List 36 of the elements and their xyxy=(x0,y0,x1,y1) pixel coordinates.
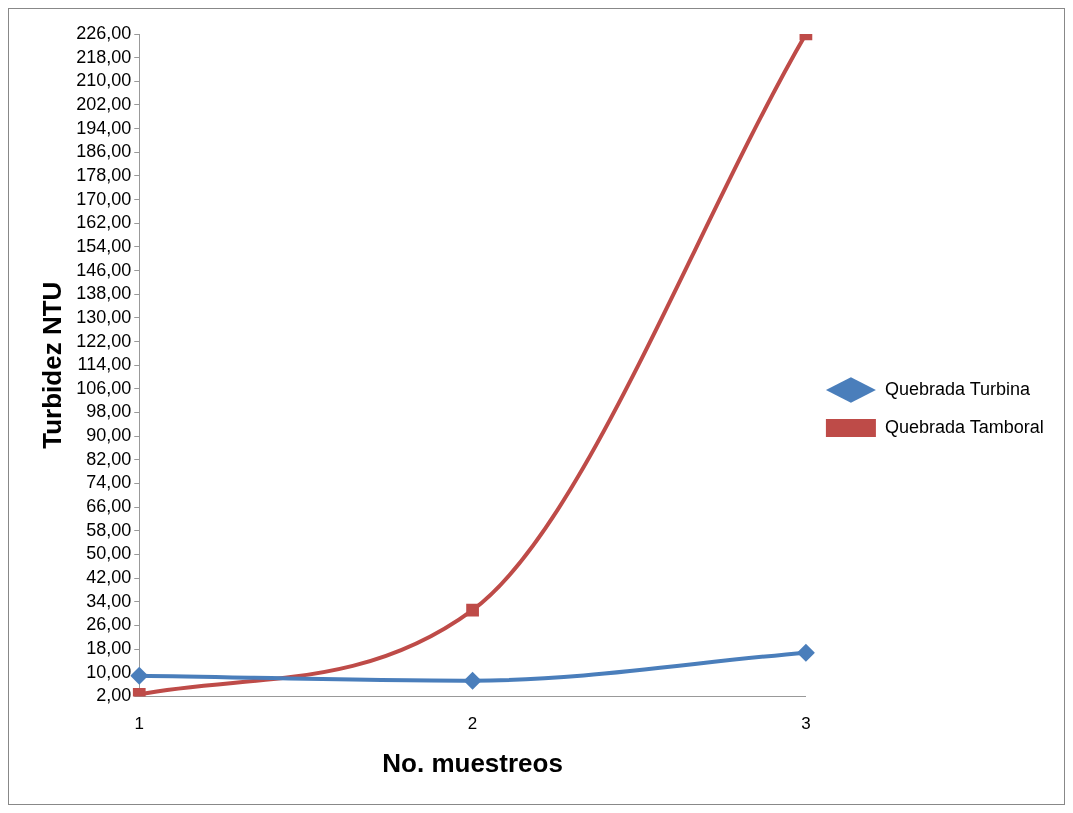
y-tick-label: 122,00 xyxy=(76,330,132,351)
y-tick-label: 194,00 xyxy=(76,117,132,138)
y-tick-label: 2,00 xyxy=(96,685,132,706)
y-tick-label: 34,00 xyxy=(86,590,132,611)
y-tick-label: 138,00 xyxy=(76,283,132,304)
y-tick-label: 178,00 xyxy=(76,164,132,185)
x-axis-title: No. muestreos xyxy=(382,747,563,778)
y-tick-label: 50,00 xyxy=(86,543,132,564)
y-tick-label: 42,00 xyxy=(86,567,132,588)
y-tick-label: 74,00 xyxy=(86,472,132,493)
y-tick-label: 130,00 xyxy=(76,306,132,327)
y-tick-label: 146,00 xyxy=(76,259,132,280)
y-tick-label: 202,00 xyxy=(76,93,132,114)
y-tick-label: 98,00 xyxy=(86,401,132,422)
y-tick-label: 154,00 xyxy=(76,235,132,256)
x-tick-label: 2 xyxy=(467,714,478,734)
legend-label: Quebrada Tamboral xyxy=(884,416,1044,437)
y-tick-label: 10,00 xyxy=(86,661,132,682)
y-axis-title: Turbidez NTU xyxy=(36,281,67,449)
y-tick-label: 210,00 xyxy=(76,70,132,91)
y-tick-label: 66,00 xyxy=(86,496,132,517)
y-tick-label: 106,00 xyxy=(76,377,132,398)
y-tick-label: 90,00 xyxy=(86,425,132,446)
y-tick-label: 170,00 xyxy=(76,188,132,209)
y-tick-label: 186,00 xyxy=(76,141,132,162)
y-tick-label: 162,00 xyxy=(76,212,132,233)
y-tick-label: 218,00 xyxy=(76,46,132,67)
x-tick-label: 3 xyxy=(801,714,811,734)
legend-label: Quebrada Turbina xyxy=(884,378,1031,399)
y-tick-label: 114,00 xyxy=(77,354,132,375)
y-tick-label: 26,00 xyxy=(86,614,132,635)
y-tick-label: 82,00 xyxy=(86,448,132,469)
x-tick-label: 1 xyxy=(134,714,144,734)
y-tick-label: 226,00 xyxy=(76,22,132,43)
y-tick-label: 58,00 xyxy=(86,519,132,540)
y-tick-label: 18,00 xyxy=(86,638,132,659)
